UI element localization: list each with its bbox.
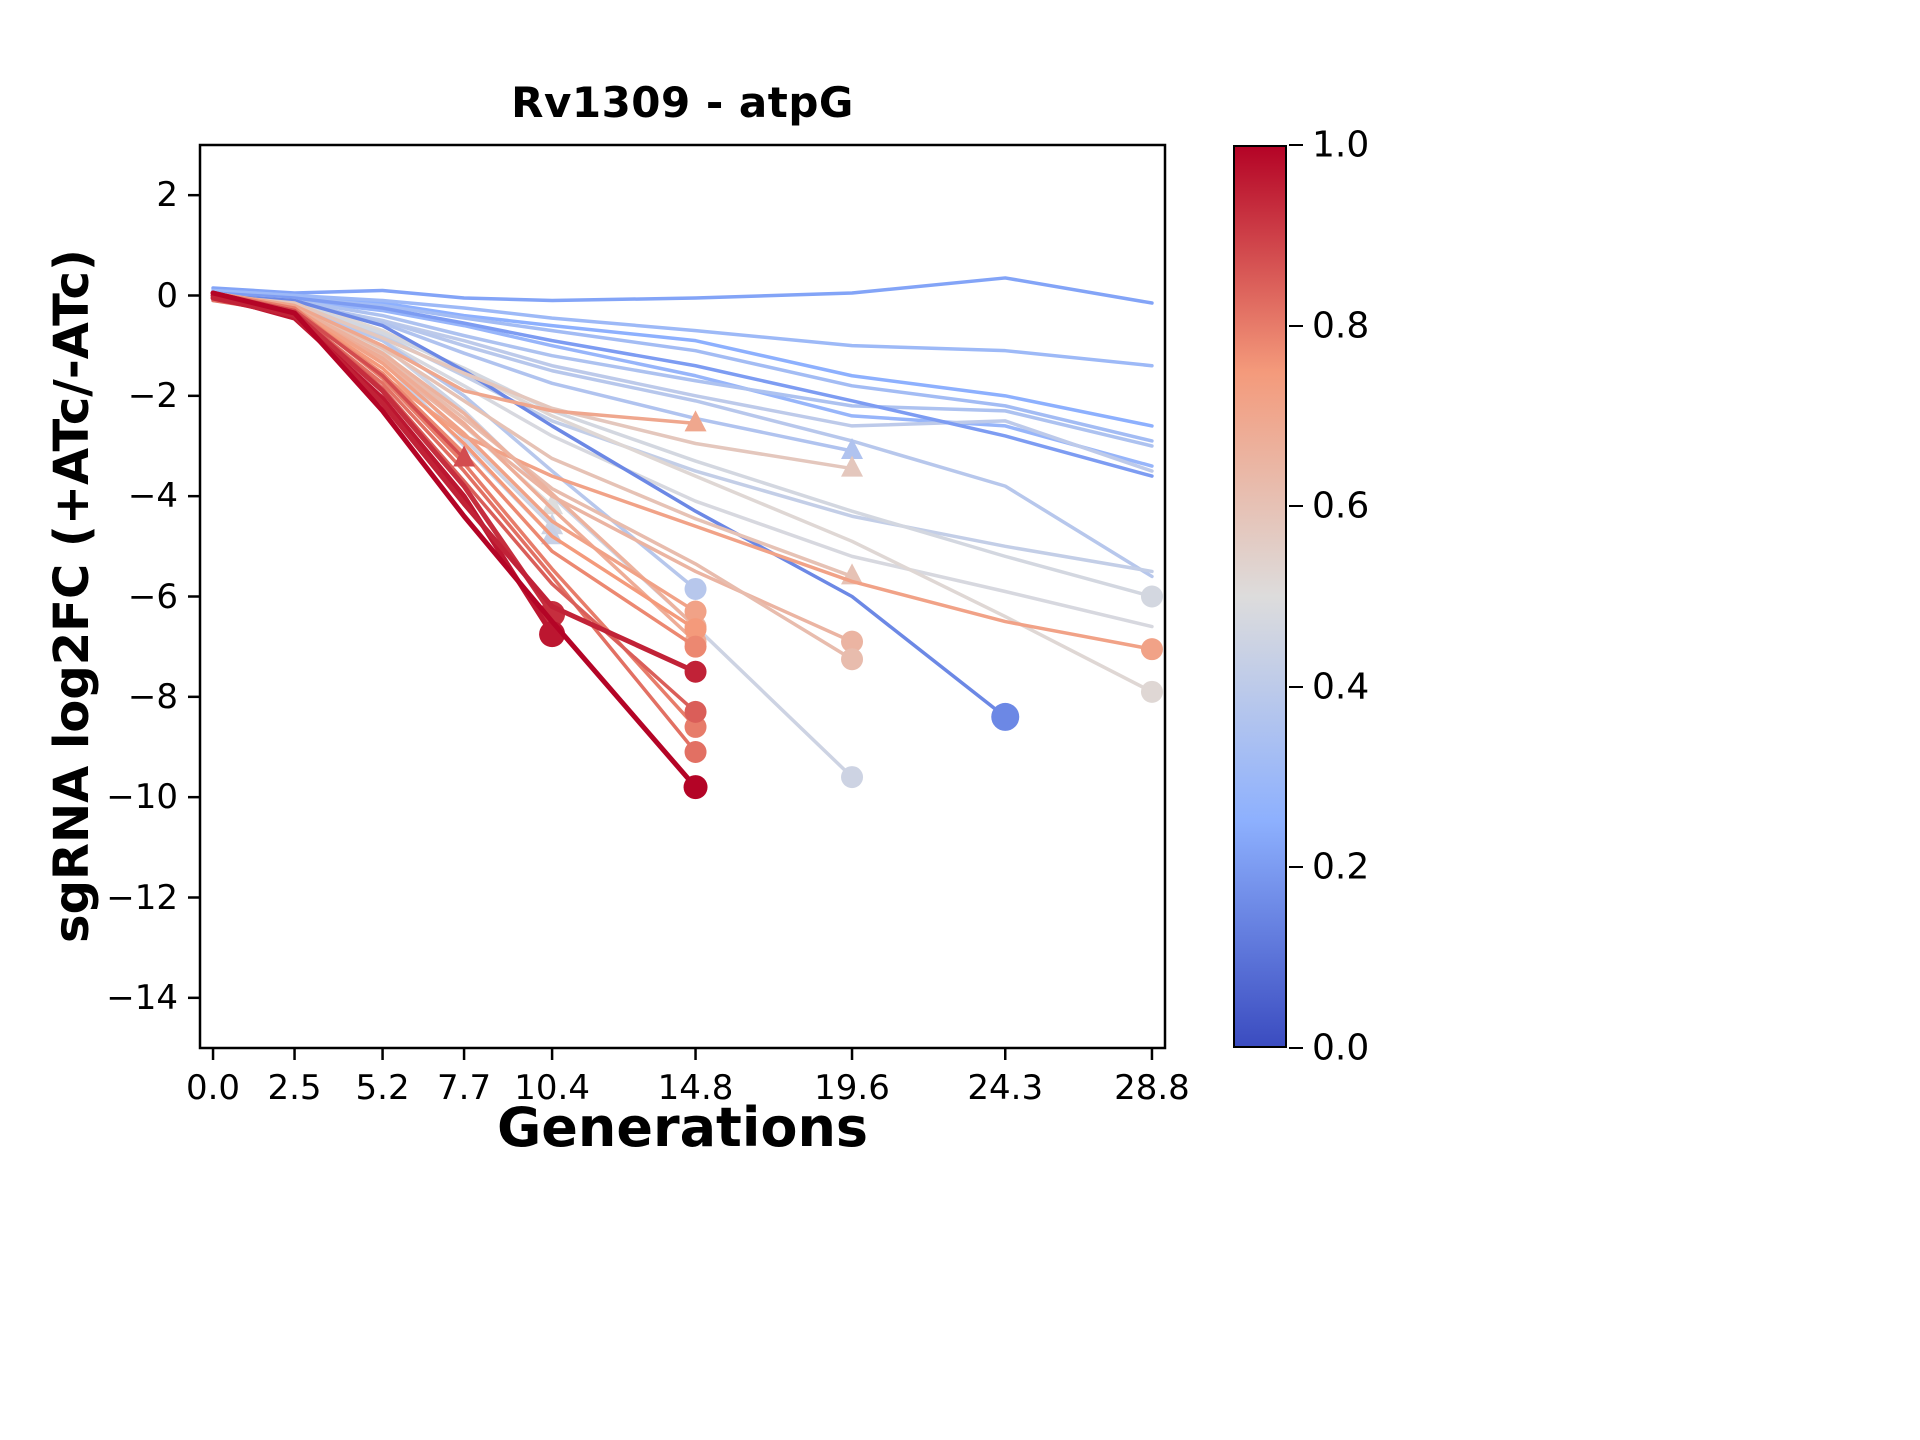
- colorbar-tick-mark: [1289, 685, 1303, 688]
- colorbar: [1233, 145, 1287, 1048]
- series-line-0: [211, 276, 1154, 305]
- series-marker-12: [1140, 585, 1163, 608]
- x-tick-label: 24.3: [967, 1068, 1044, 1108]
- series-marker-38: [683, 775, 708, 800]
- series-marker-29: [684, 618, 707, 641]
- colorbar-tick-mark: [1289, 324, 1303, 327]
- series-marker-21: [841, 455, 864, 477]
- x-tick-label: 2.5: [267, 1068, 322, 1108]
- y-tick-label: −10: [106, 777, 178, 818]
- colorbar-tick-label: 0.4: [1312, 666, 1370, 708]
- series-marker-13: [841, 438, 864, 460]
- series-marker-23: [841, 648, 864, 671]
- colorbar-tick-label: 0.8: [1312, 305, 1370, 347]
- y-tick-label: −4: [127, 476, 178, 517]
- colorbar-tick-label: 1.0: [1312, 124, 1370, 166]
- y-tick-label: −14: [106, 977, 178, 1018]
- series-marker-37: [684, 660, 707, 683]
- series-line-29: [211, 296, 698, 631]
- y-tick-label: 2: [156, 175, 178, 216]
- series-marker-15: [684, 577, 707, 600]
- series-marker-22: [841, 630, 864, 653]
- x-tick-label: 0.0: [185, 1068, 241, 1108]
- series-marker-31: [684, 715, 707, 738]
- series-line-21: [211, 293, 854, 471]
- series-line-37: [210, 295, 699, 675]
- series-line-38: [210, 290, 699, 790]
- series-marker-33: [684, 700, 707, 723]
- y-tick-label: −12: [106, 877, 178, 918]
- series-marker-30: [684, 635, 707, 658]
- colorbar-tick-mark: [1289, 1047, 1303, 1049]
- series-line-2: [211, 288, 1154, 368]
- series-marker-11: [1140, 680, 1163, 703]
- colorbar-tick-mark: [1289, 144, 1303, 146]
- y-tick-label: −6: [127, 576, 178, 617]
- series-line-7: [211, 291, 1154, 478]
- series-marker-16: [991, 702, 1020, 731]
- series-marker-25: [684, 410, 707, 432]
- series-line-31: [211, 291, 698, 729]
- series-marker-14: [841, 766, 864, 789]
- chart-title: Rv1309 - atpG: [511, 78, 854, 127]
- colorbar-tick-label: 0.0: [1312, 1027, 1370, 1069]
- y-tick-label: −2: [127, 375, 178, 416]
- colorbar-tick-label: 0.6: [1312, 485, 1370, 527]
- series-line-16: [211, 293, 1008, 719]
- series-marker-32: [684, 741, 707, 764]
- x-tick-label: 19.6: [814, 1068, 890, 1108]
- x-tick-label: 5.2: [355, 1068, 410, 1108]
- series-line-5: [211, 293, 1154, 448]
- x-tick-label: 14.8: [657, 1068, 734, 1108]
- y-tick-label: 0: [156, 275, 178, 316]
- y-tick-label: −8: [127, 676, 178, 717]
- x-axis-label: Generations: [496, 1096, 869, 1159]
- series-marker-34: [453, 445, 476, 467]
- series-marker-17: [541, 493, 564, 515]
- colorbar-tick-mark: [1289, 505, 1303, 508]
- series-marker-28: [684, 600, 707, 623]
- series-line-14: [211, 293, 854, 779]
- series-marker-24: [1140, 638, 1163, 661]
- colorbar-tick-mark: [1289, 866, 1303, 869]
- x-tick-label: 10.4: [514, 1068, 590, 1108]
- x-tick-label: 7.7: [437, 1068, 492, 1108]
- series-line-25: [211, 291, 698, 426]
- colorbar-tick-label: 0.2: [1312, 846, 1370, 888]
- x-tick-label: 28.8: [1114, 1068, 1190, 1108]
